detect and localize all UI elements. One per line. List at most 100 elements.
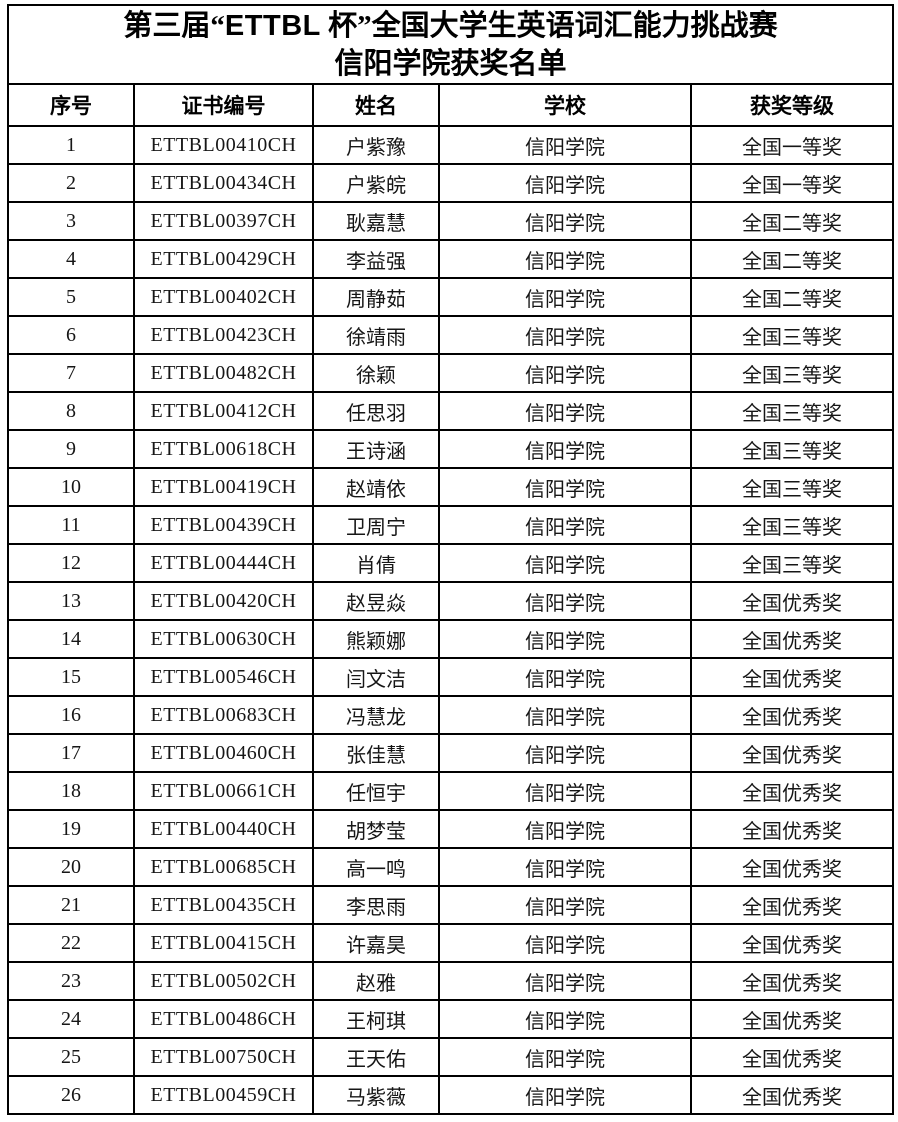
school-cell: 信阳学院 bbox=[438, 391, 692, 431]
header-certificate-number: 证书编号 bbox=[133, 83, 314, 127]
row-number-cell: 23 bbox=[7, 961, 135, 1001]
certificate-cell: ETTBL00423CH bbox=[133, 315, 314, 355]
table-row: 18 ETTBL00661CH 任恒宇 信阳学院 全国优秀奖 bbox=[7, 771, 895, 811]
award-cell: 全国三等奖 bbox=[689, 467, 895, 507]
row-number-cell: 12 bbox=[7, 543, 135, 583]
name-cell: 赵昱焱 bbox=[312, 581, 440, 621]
school-cell: 信阳学院 bbox=[438, 239, 692, 279]
name-cell: 卫周宁 bbox=[312, 505, 440, 545]
award-cell: 全国优秀奖 bbox=[689, 923, 895, 963]
name-cell: 熊颖娜 bbox=[312, 619, 440, 659]
table-row: 21 ETTBL00435CH 李思雨 信阳学院 全国优秀奖 bbox=[7, 885, 895, 925]
award-cell: 全国三等奖 bbox=[689, 391, 895, 431]
award-cell: 全国优秀奖 bbox=[689, 847, 895, 887]
school-cell: 信阳学院 bbox=[438, 1075, 692, 1115]
award-cell: 全国三等奖 bbox=[689, 505, 895, 545]
award-cell: 全国优秀奖 bbox=[689, 1037, 895, 1077]
certificate-cell: ETTBL00420CH bbox=[133, 581, 314, 621]
award-cell: 全国优秀奖 bbox=[689, 961, 895, 1001]
table-row: 12 ETTBL00444CH 肖倩 信阳学院 全国三等奖 bbox=[7, 543, 895, 583]
certificate-cell: ETTBL00419CH bbox=[133, 467, 314, 507]
row-number-cell: 17 bbox=[7, 733, 135, 773]
school-cell: 信阳学院 bbox=[438, 961, 692, 1001]
certificate-cell: ETTBL00459CH bbox=[133, 1075, 314, 1115]
school-cell: 信阳学院 bbox=[438, 733, 692, 773]
school-cell: 信阳学院 bbox=[438, 999, 692, 1039]
row-number-cell: 18 bbox=[7, 771, 135, 811]
header-serial-number: 序号 bbox=[7, 83, 135, 127]
award-cell: 全国三等奖 bbox=[689, 429, 895, 469]
school-cell: 信阳学院 bbox=[438, 771, 692, 811]
school-cell: 信阳学院 bbox=[438, 657, 692, 697]
award-cell: 全国三等奖 bbox=[689, 543, 895, 583]
row-number-cell: 20 bbox=[7, 847, 135, 887]
school-cell: 信阳学院 bbox=[438, 619, 692, 659]
row-number-cell: 8 bbox=[7, 391, 135, 431]
row-number-cell: 7 bbox=[7, 353, 135, 393]
certificate-cell: ETTBL00415CH bbox=[133, 923, 314, 963]
title-brand: ETTBL bbox=[224, 9, 321, 42]
row-number-cell: 16 bbox=[7, 695, 135, 735]
table-row: 1 ETTBL00410CH 户紫豫 信阳学院 全国一等奖 bbox=[7, 125, 895, 165]
school-cell: 信阳学院 bbox=[438, 429, 692, 469]
name-cell: 许嘉昊 bbox=[312, 923, 440, 963]
name-cell: 户紫豫 bbox=[312, 125, 440, 165]
table-row: 15 ETTBL00546CH 闫文洁 信阳学院 全国优秀奖 bbox=[7, 657, 895, 697]
school-cell: 信阳学院 bbox=[438, 505, 692, 545]
award-cell: 全国优秀奖 bbox=[689, 809, 895, 849]
name-cell: 冯慧龙 bbox=[312, 695, 440, 735]
table-row: 7 ETTBL00482CH 徐颖 信阳学院 全国三等奖 bbox=[7, 353, 895, 393]
certificate-cell: ETTBL00486CH bbox=[133, 999, 314, 1039]
certificate-cell: ETTBL00618CH bbox=[133, 429, 314, 469]
name-cell: 户紫皖 bbox=[312, 163, 440, 203]
name-cell: 徐靖雨 bbox=[312, 315, 440, 355]
award-cell: 全国二等奖 bbox=[689, 277, 895, 317]
certificate-cell: ETTBL00661CH bbox=[133, 771, 314, 811]
award-cell: 全国优秀奖 bbox=[689, 771, 895, 811]
school-cell: 信阳学院 bbox=[438, 847, 692, 887]
table-row: 13 ETTBL00420CH 赵昱焱 信阳学院 全国优秀奖 bbox=[7, 581, 895, 621]
row-number-cell: 13 bbox=[7, 581, 135, 621]
name-cell: 徐颖 bbox=[312, 353, 440, 393]
award-cell: 全国二等奖 bbox=[689, 201, 895, 241]
name-cell: 张佳慧 bbox=[312, 733, 440, 773]
row-number-cell: 9 bbox=[7, 429, 135, 469]
award-cell: 全国优秀奖 bbox=[689, 999, 895, 1039]
title-line-2: 信阳学院获奖名单 bbox=[334, 47, 567, 80]
name-cell: 胡梦莹 bbox=[312, 809, 440, 849]
name-cell: 闫文洁 bbox=[312, 657, 440, 697]
name-cell: 王天佑 bbox=[312, 1037, 440, 1077]
table-row: 26 ETTBL00459CH 马紫薇 信阳学院 全国优秀奖 bbox=[7, 1075, 895, 1115]
certificate-cell: ETTBL00685CH bbox=[133, 847, 314, 887]
name-cell: 肖倩 bbox=[312, 543, 440, 583]
row-number-cell: 21 bbox=[7, 885, 135, 925]
row-number-cell: 2 bbox=[7, 163, 135, 203]
row-number-cell: 1 bbox=[7, 125, 135, 165]
name-cell: 耿嘉慧 bbox=[312, 201, 440, 241]
table-row: 6 ETTBL00423CH 徐靖雨 信阳学院 全国三等奖 bbox=[7, 315, 895, 355]
award-cell: 全国三等奖 bbox=[689, 353, 895, 393]
title-suffix: 杯”全国大学生英语词汇能力挑战赛 bbox=[320, 9, 778, 42]
award-cell: 全国优秀奖 bbox=[689, 619, 895, 659]
name-cell: 赵靖依 bbox=[312, 467, 440, 507]
name-cell: 赵雅 bbox=[312, 961, 440, 1001]
school-cell: 信阳学院 bbox=[438, 923, 692, 963]
certificate-cell: ETTBL00412CH bbox=[133, 391, 314, 431]
school-cell: 信阳学院 bbox=[438, 581, 692, 621]
award-cell: 全国一等奖 bbox=[689, 163, 895, 203]
school-cell: 信阳学院 bbox=[438, 809, 692, 849]
name-cell: 马紫薇 bbox=[312, 1075, 440, 1115]
row-number-cell: 10 bbox=[7, 467, 135, 507]
name-cell: 高一鸣 bbox=[312, 847, 440, 887]
header-school: 学校 bbox=[438, 83, 692, 127]
certificate-cell: ETTBL00440CH bbox=[133, 809, 314, 849]
name-cell: 周静茹 bbox=[312, 277, 440, 317]
school-cell: 信阳学院 bbox=[438, 315, 692, 355]
table-row: 23 ETTBL00502CH 赵雅 信阳学院 全国优秀奖 bbox=[7, 961, 895, 1001]
certificate-cell: ETTBL00410CH bbox=[133, 125, 314, 165]
table-body: 1 ETTBL00410CH 户紫豫 信阳学院 全国一等奖 2 ETTBL00434CH 户紫… bbox=[7, 125, 895, 1115]
certificate-cell: ETTBL00434CH bbox=[133, 163, 314, 203]
award-cell: 全国优秀奖 bbox=[689, 1075, 895, 1115]
header-name: 姓名 bbox=[312, 83, 440, 127]
